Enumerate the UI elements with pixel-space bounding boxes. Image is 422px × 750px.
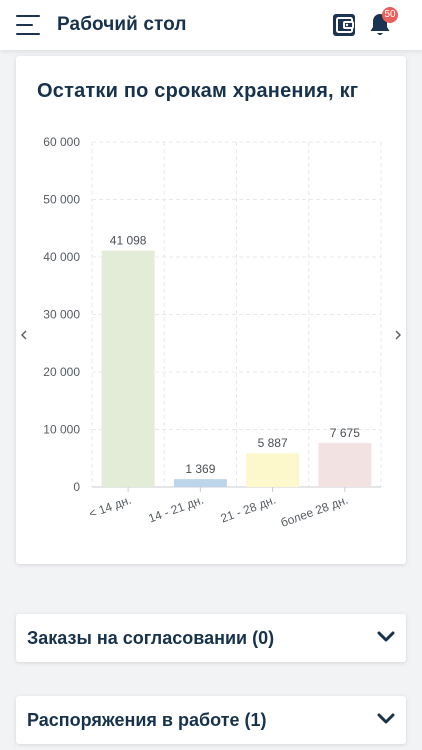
x-tick-label: более 28 дн.	[279, 493, 350, 530]
orders-in-work-label: Распоряжения в работе (1)	[27, 710, 267, 730]
bar-0	[101, 250, 155, 487]
bar-1	[173, 479, 227, 487]
y-tick-label: 40 000	[43, 250, 80, 264]
chevron-left-icon[interactable]	[17, 325, 31, 345]
data-label: 1 369	[185, 462, 215, 476]
hamburger-menu-icon[interactable]	[16, 15, 40, 35]
x-tick-label: 14 - 21 дн.	[146, 493, 205, 526]
chevron-right-icon[interactable]	[391, 325, 405, 345]
y-tick-label: 20 000	[43, 365, 80, 379]
orders-approval-section[interactable]: Заказы на согласовании (0)	[16, 614, 406, 662]
data-label: 5 887	[258, 436, 288, 450]
y-tick-label: 0	[73, 480, 80, 494]
bar-3	[318, 442, 372, 487]
chart-title: Остатки по срокам хранения, кг	[37, 80, 359, 102]
y-tick-label: 60 000	[43, 135, 80, 149]
bar-2	[246, 453, 300, 487]
orders-in-work-section[interactable]: Распоряжения в работе (1)	[16, 696, 406, 744]
notification-badge: 50	[382, 7, 398, 23]
page-title: Рабочий стол	[57, 14, 187, 35]
y-tick-label: 30 000	[43, 308, 80, 322]
chevron-down-icon[interactable]	[377, 712, 395, 726]
y-tick-label: 10 000	[43, 423, 80, 437]
app-header: Рабочий стол 50	[0, 0, 422, 50]
chevron-down-icon[interactable]	[377, 630, 395, 644]
x-tick-label: < 14 дн.	[87, 493, 133, 521]
storage-bar-chart: 0 10 000 20 000 30 000 40 000 50 000 60 000 41 …	[43, 135, 382, 530]
x-tick-label: 21 - 28 дн.	[219, 493, 278, 526]
data-label: 7 675	[330, 426, 360, 440]
y-tick-label: 50 000	[43, 193, 80, 207]
storage-chart-card: Остатки по срокам хранения, кг 0 10 000 20…	[16, 56, 406, 564]
wallet-icon[interactable]	[333, 14, 355, 36]
data-label: 41 098	[110, 234, 147, 248]
orders-approval-label: Заказы на согласовании (0)	[27, 628, 275, 648]
